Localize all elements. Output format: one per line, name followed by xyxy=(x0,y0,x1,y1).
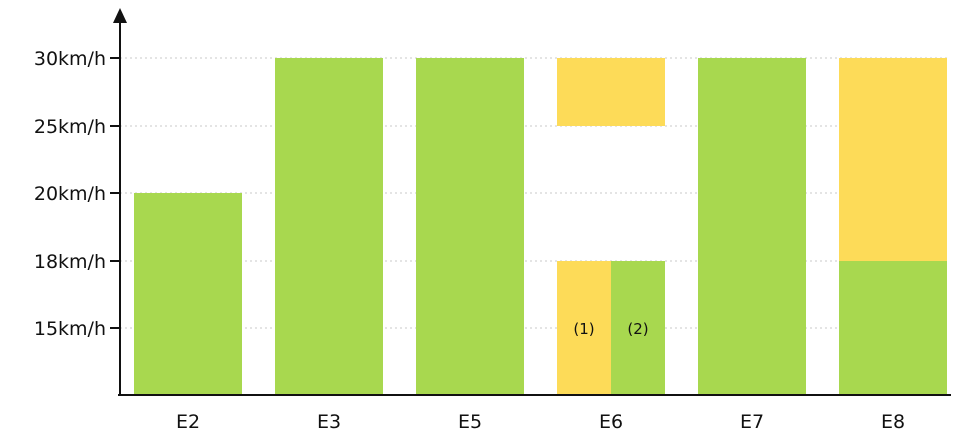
annotations: (1) (2) xyxy=(573,320,648,338)
bar-e6-segment xyxy=(611,261,665,395)
x-category-label: E8 xyxy=(881,411,905,433)
x-category-labels: E2 E3 E5 E6 E7 E8 xyxy=(176,411,905,433)
bar-e7-segment xyxy=(698,58,806,395)
bar-e6-segment xyxy=(557,261,611,395)
bar-e8-segment xyxy=(839,58,947,261)
y-tick-label: 18km/h xyxy=(34,251,106,273)
gridlines xyxy=(120,57,950,329)
y-tick-label: 25km/h xyxy=(34,116,106,138)
bar-segment-label: (1) xyxy=(573,320,594,338)
y-tick-label: 20km/h xyxy=(34,183,106,205)
bar-e6-segment xyxy=(557,58,665,126)
y-ticks: 15km/h 18km/h 20km/h 25km/h 30km/h xyxy=(34,48,120,340)
y-tick-label: 15km/h xyxy=(34,318,106,340)
x-category-label: E5 xyxy=(458,411,482,433)
x-category-label: E7 xyxy=(740,411,764,433)
bar-e8-segment xyxy=(839,261,947,395)
bars xyxy=(134,58,947,395)
y-axis-arrow-icon xyxy=(113,8,127,23)
x-category-label: E6 xyxy=(599,411,623,433)
x-category-label: E2 xyxy=(176,411,200,433)
bar-segment-label: (2) xyxy=(627,320,648,338)
bar-e2-segment xyxy=(134,193,242,395)
axes xyxy=(113,8,951,396)
x-category-label: E3 xyxy=(317,411,341,433)
bar-e3-segment xyxy=(275,58,383,395)
y-tick-label: 30km/h xyxy=(34,48,106,70)
bar-e5-segment xyxy=(416,58,524,395)
